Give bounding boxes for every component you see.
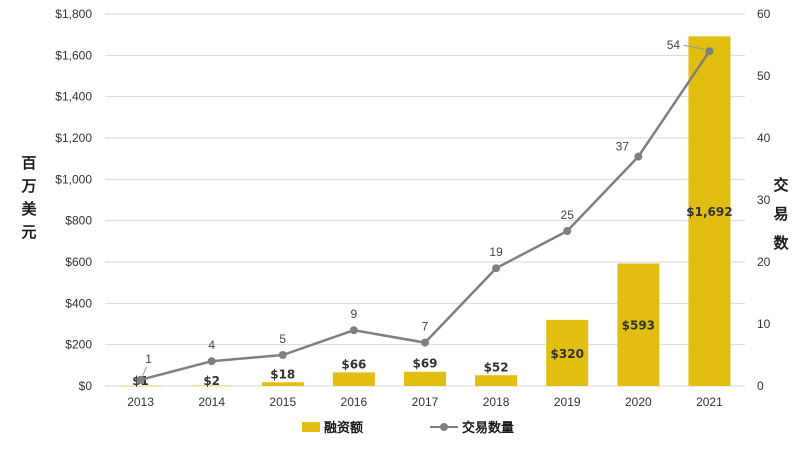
y-tick-right: 60 [757, 7, 771, 21]
x-tick-label: 2017 [412, 395, 439, 409]
y-tick-left: $600 [65, 255, 92, 269]
line-point [136, 375, 145, 384]
legend-swatch-line [430, 421, 458, 433]
line-data-label: 1 [145, 352, 152, 366]
bar [404, 371, 446, 386]
y-axis-right-title: 交易数 [773, 176, 789, 252]
line-data-label: 37 [616, 140, 630, 154]
label-leader [683, 44, 705, 50]
y-tick-left: $400 [65, 296, 92, 310]
legend-label-bar: 融资额 [324, 421, 364, 436]
bar [546, 319, 589, 386]
bar-data-label: $1,692 [686, 205, 732, 219]
bar [332, 372, 375, 386]
line-point [563, 227, 572, 235]
bar [119, 385, 162, 387]
bar-data-label: $18 [270, 367, 295, 381]
legend-label-line: 交易数量 [462, 421, 515, 436]
x-tick-label: 2015 [269, 395, 296, 409]
x-tick-label: 2014 [198, 395, 225, 409]
line-point [634, 152, 643, 161]
line-point [207, 357, 216, 366]
y-tick-left: $1,200 [55, 131, 92, 145]
legend-swatch-bar [302, 421, 320, 432]
x-tick-label: 2021 [696, 395, 723, 409]
x-tick-label: 2019 [554, 395, 581, 409]
y-axis-left-title: 百万美元 [21, 154, 37, 241]
line-data-label: 54 [667, 38, 681, 52]
y-tick-right: 10 [757, 317, 771, 331]
y-tick-left: $0 [79, 379, 93, 393]
line-point [278, 351, 287, 359]
bar [190, 385, 233, 387]
y-tick-right: 20 [757, 255, 771, 269]
line-data-label: 4 [208, 338, 215, 352]
bar-data-label: $593 [622, 319, 655, 333]
legend-item-bar: 融资额 [302, 417, 363, 436]
y-tick-right: 30 [757, 193, 771, 207]
line-point [421, 338, 429, 347]
y-tick-left: $1,800 [55, 7, 92, 21]
line-point [705, 47, 714, 56]
line-data-label: 25 [561, 208, 575, 222]
line-data-label: 9 [351, 307, 358, 321]
legend: 融资额 交易数量 [0, 417, 812, 437]
x-tick-label: 2020 [625, 395, 652, 409]
y-tick-left: $1,600 [55, 48, 92, 62]
y-tick-right: 40 [757, 131, 771, 145]
y-tick-left: $200 [65, 338, 92, 352]
x-tick-label: 2016 [341, 395, 368, 409]
y-tick-left: $1,000 [55, 172, 92, 186]
bar-data-label: $52 [484, 360, 509, 374]
line-point [492, 264, 501, 273]
bar [688, 36, 731, 386]
bar-data-label: $320 [551, 347, 584, 361]
legend-item-line: 交易数量 [430, 417, 514, 436]
line-data-label: 7 [422, 320, 429, 334]
y-tick-right: 0 [757, 379, 764, 393]
x-tick-label: 2018 [483, 395, 510, 409]
bar [261, 382, 304, 386]
line-data-label: 5 [279, 332, 286, 346]
y-tick-left: $800 [65, 214, 92, 228]
y-tick-left: $1,400 [55, 90, 92, 104]
y-tick-right: 50 [757, 69, 771, 83]
line-data-label: 19 [489, 245, 503, 259]
line-point [349, 326, 358, 335]
bar-data-label: $2 [203, 374, 220, 388]
bar [475, 375, 518, 386]
x-tick-label: 2013 [127, 395, 154, 409]
bar-data-label: $66 [341, 357, 366, 371]
bar [617, 263, 660, 386]
label-leader [142, 366, 148, 377]
bar-data-label: $69 [412, 357, 437, 371]
